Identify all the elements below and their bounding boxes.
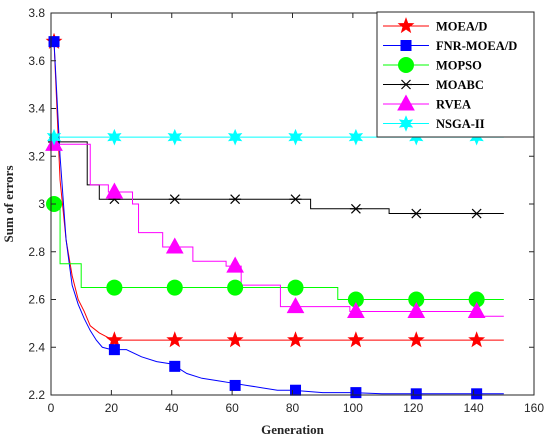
asterisk-stroke <box>411 208 422 219</box>
legend-box <box>376 11 535 138</box>
data-point-rvea <box>347 301 365 318</box>
data-point-nsga-ii <box>227 128 243 146</box>
data-point-moabc <box>470 208 483 219</box>
x-axis-ticks: 0 20 40 60 80 100 120 140 160 <box>48 13 544 415</box>
data-point-moabc <box>289 194 302 205</box>
x-tick-label: 80 <box>286 401 300 415</box>
legend-marker-mopso <box>398 57 414 73</box>
data-point-nsga-ii <box>348 128 364 146</box>
data-point-moabc <box>168 194 181 205</box>
data-point-moea-d <box>287 331 304 348</box>
data-point-rvea <box>226 256 244 273</box>
series-lines <box>53 41 504 395</box>
y-tick-label: 3 <box>38 197 45 211</box>
x-tick-label: 160 <box>524 401 544 415</box>
y-axis-title: Sum of errors <box>1 165 16 242</box>
data-point-moabc <box>410 208 423 219</box>
x-tick-label: 60 <box>225 401 239 415</box>
x-tick-label: 20 <box>105 401 119 415</box>
data-point-moea-d <box>407 331 425 348</box>
data-point-moabc <box>349 203 362 214</box>
x-tick-label: 40 <box>165 401 179 415</box>
x-axis-title: Generation <box>261 422 325 437</box>
legend-marker-fnr-moea-d <box>400 40 412 51</box>
x-tick-label: 120 <box>403 401 423 415</box>
data-point-fnr-moea-d <box>350 387 362 399</box>
legend: MOEA/D FNR-MOEA/D MOPSO MOABC RVEA NSGA-II <box>376 11 535 138</box>
data-point-nsga-ii <box>167 128 182 146</box>
data-point-mopso <box>227 279 244 296</box>
y-tick-label: 3.6 <box>28 54 45 68</box>
data-point-fnr-moea-d <box>229 379 241 391</box>
data-point-mopso <box>166 279 183 296</box>
x-tick-label: 0 <box>48 401 55 415</box>
legend-label-rvea: RVEA <box>436 98 471 112</box>
series-line-rvea <box>54 143 504 317</box>
legend-label-nsga-ii: NSGA-II <box>436 117 485 131</box>
legend-marker-moabc <box>400 79 412 90</box>
data-point-nsga-ii <box>107 128 122 146</box>
data-point-rvea <box>105 182 124 199</box>
legend-marker-rvea <box>397 94 415 111</box>
data-point-fnr-moea-d <box>108 344 120 356</box>
data-point-fnr-moea-d <box>169 360 181 372</box>
series-markers <box>45 32 486 400</box>
data-point-rvea <box>467 301 486 318</box>
y-axis-ticks: 2.2 2.4 2.6 2.8 3 3.2 3.4 3.6 3.8 <box>28 6 534 402</box>
data-point-moea-d <box>105 331 123 348</box>
y-tick-label: 2.6 <box>28 293 45 307</box>
data-point-moea-d <box>468 331 486 348</box>
data-point-nsga-ii <box>46 128 62 146</box>
data-point-rvea <box>286 297 305 314</box>
y-tick-label: 2.4 <box>28 340 45 354</box>
data-point-mopso <box>287 279 304 296</box>
series-line-moabc <box>54 141 504 215</box>
legend-label-fnr-moea-d: FNR-MOEA/D <box>436 39 517 53</box>
data-point-moabc <box>229 194 242 205</box>
asterisk-stroke <box>350 203 361 214</box>
x-tick-label: 140 <box>464 401 484 415</box>
data-point-rvea <box>407 301 426 318</box>
data-point-moea-d <box>166 331 184 348</box>
legend-label-mopso: MOPSO <box>436 59 482 73</box>
y-tick-label: 3.2 <box>28 149 45 163</box>
legend-label-moea-d: MOEA/D <box>436 20 487 34</box>
asterisk-stroke <box>401 79 411 90</box>
data-point-nsga-ii <box>288 128 303 146</box>
data-point-moea-d <box>226 331 244 348</box>
data-point-moea-d <box>347 331 365 348</box>
legend-label-moabc: MOABC <box>436 78 484 92</box>
legend-marker-moea-d <box>397 17 415 34</box>
series-line-mopso <box>54 203 504 300</box>
y-tick-label: 2.2 <box>28 388 45 402</box>
asterisk-stroke <box>169 194 180 205</box>
asterisk-stroke <box>230 194 241 205</box>
x-tick-label: 100 <box>343 401 363 415</box>
data-point-mopso <box>106 279 123 296</box>
y-tick-label: 2.8 <box>28 245 45 259</box>
legend-marker-nsga-ii <box>398 115 414 132</box>
data-point-fnr-moea-d <box>410 388 422 400</box>
data-point-fnr-moea-d <box>471 388 483 400</box>
asterisk-stroke <box>471 208 482 219</box>
data-point-rvea <box>165 237 184 254</box>
y-tick-label: 3.8 <box>28 6 45 20</box>
asterisk-stroke <box>290 194 301 205</box>
y-tick-label: 3.4 <box>28 102 45 116</box>
data-point-fnr-moea-d <box>48 36 60 48</box>
